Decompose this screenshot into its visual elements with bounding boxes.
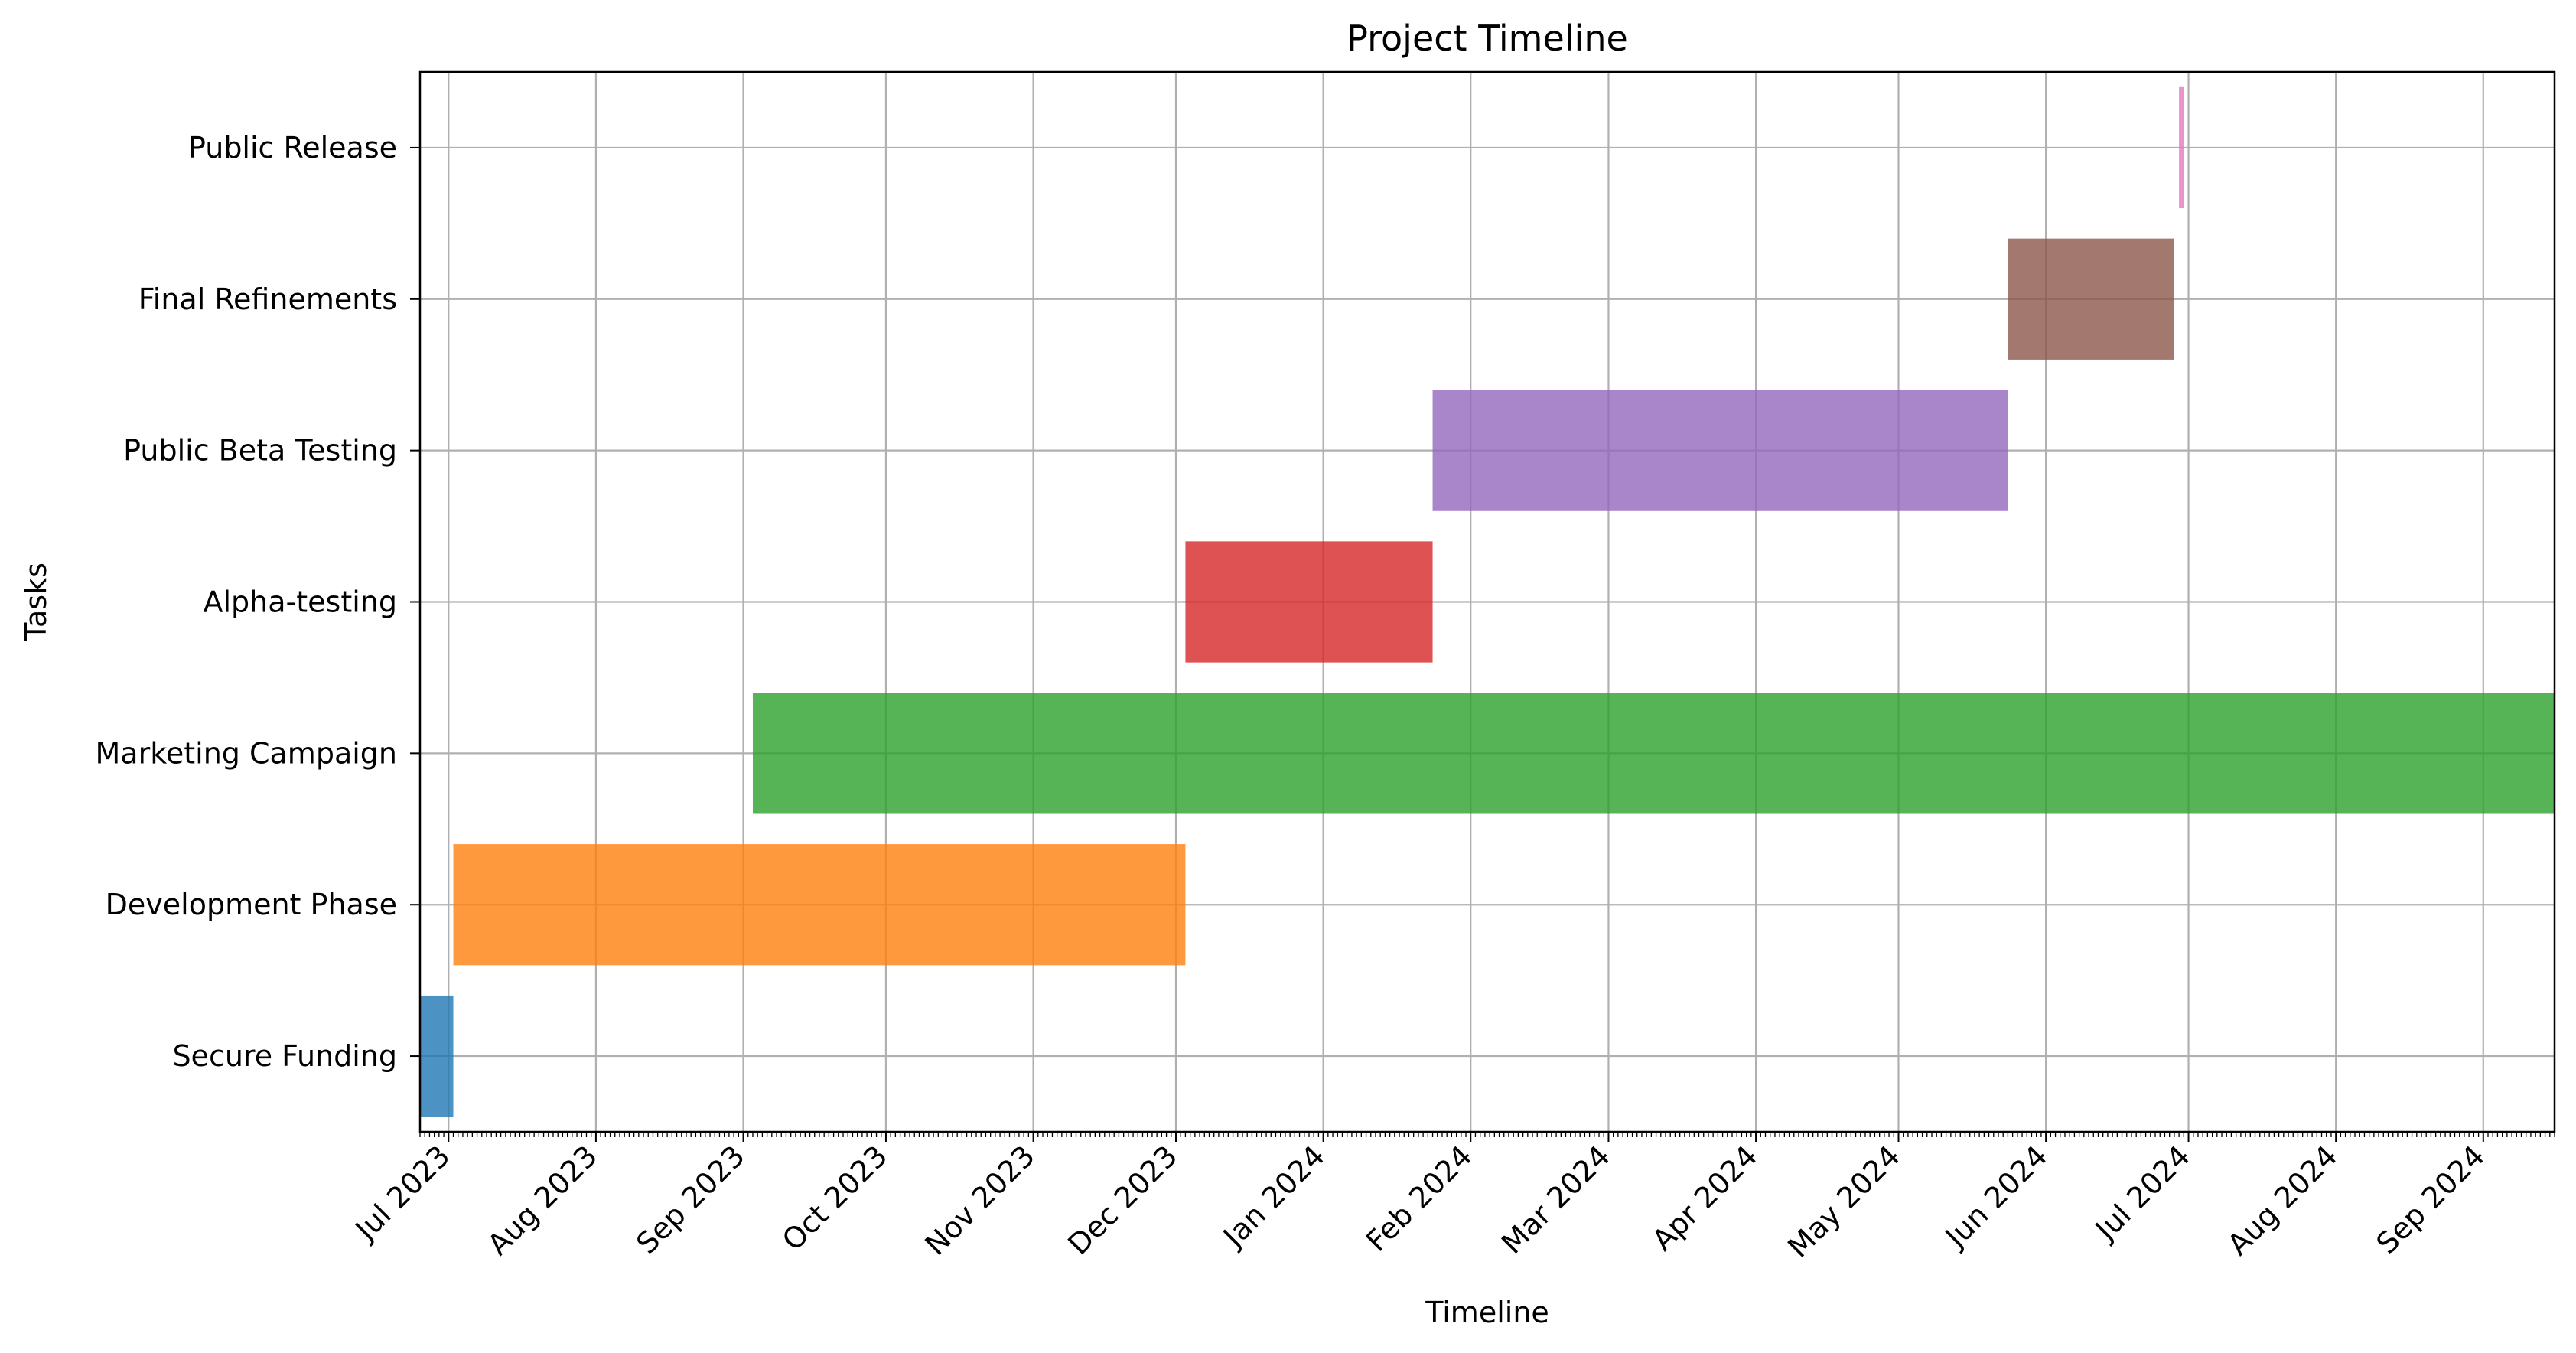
chart-title: Project Timeline (1347, 18, 1628, 59)
task-bar-final-refinements (2008, 238, 2174, 360)
plot-frame (418, 70, 2556, 1133)
y-tick-label-final-refinements: Final Refinements (138, 282, 397, 316)
y-tick-label-public-release: Public Release (188, 131, 397, 165)
task-bar-public-release (2179, 86, 2184, 209)
y-tick-label-secure-funding: Secure Funding (172, 1039, 397, 1073)
y-tick-label-alpha-testing: Alpha-testing (204, 585, 398, 619)
y-tick-label-public-beta-testing: Public Beta Testing (123, 434, 397, 468)
task-bars (420, 86, 2555, 1117)
task-bar-alpha-testing (1185, 541, 1433, 663)
y-axis-label: Tasks (19, 562, 53, 641)
y-tick-label-development-phase: Development Phase (106, 888, 397, 921)
y-tick-label-marketing-campaign: Marketing Campaign (96, 736, 397, 770)
task-bar-development-phase (453, 844, 1186, 966)
task-bar-secure-funding (420, 995, 454, 1117)
task-bar-public-beta-testing (1432, 390, 2008, 511)
x-axis-label: Timeline (1425, 1296, 1549, 1329)
task-bar-marketing-campaign (752, 693, 2555, 814)
